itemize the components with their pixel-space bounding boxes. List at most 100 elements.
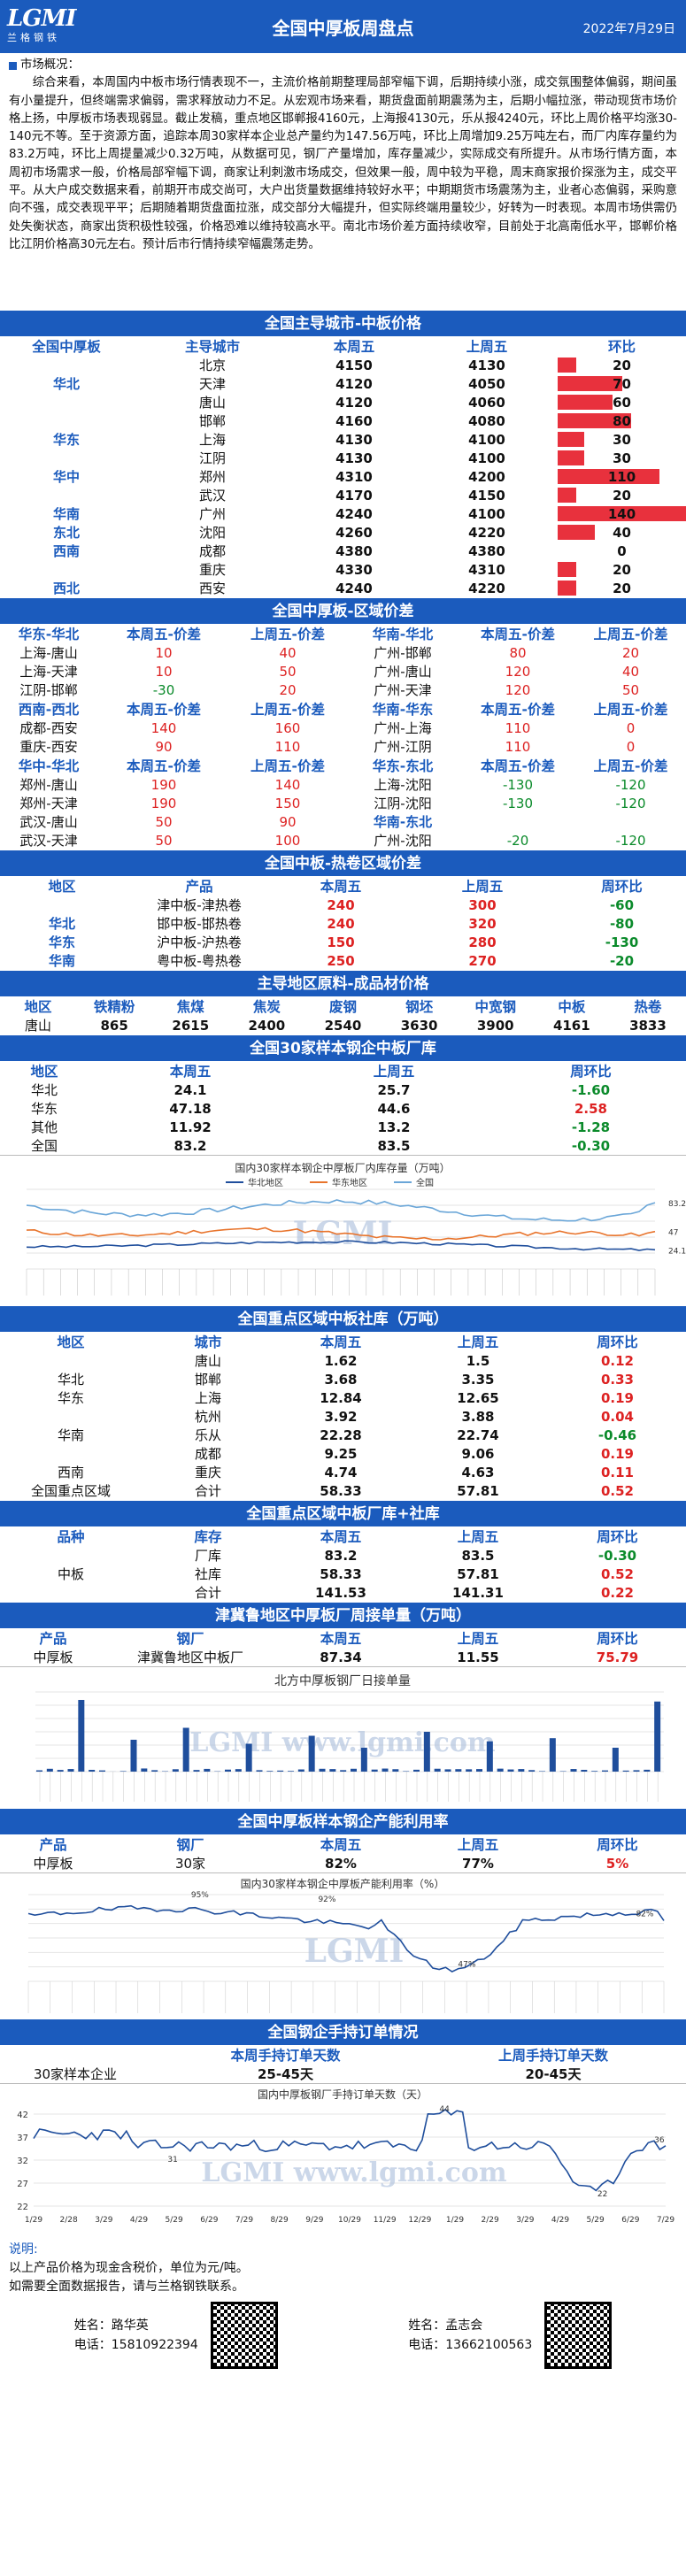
y-tick-label: 32 — [17, 2157, 28, 2166]
social-inventory-table: 地区 城市 本周五 上周五 周环比 唐山 1.62 1.5 0.12 华北 邯郸 3.68 3.35 0.… — [0, 1332, 686, 1500]
section-title: 全国中厚板-区域价差 — [0, 597, 686, 624]
table-cell: 津冀鲁地区中板厂 — [136, 1649, 243, 1665]
table-header: 地区 城市 本周五 上周五 周环比 — [0, 1332, 686, 1351]
section-title: 全国重点区域中板厂库+社库 — [0, 1500, 686, 1526]
table-cell: 上海-沈阳 — [374, 777, 432, 793]
table-cell: 83.2 — [324, 1547, 358, 1564]
change-value: 80 — [613, 412, 631, 429]
total-inventory-table: 品种 库存 本周五 上周五 周环比 厂库 83.2 83.5 -0.30 中板 社库 58.33 57.… — [0, 1526, 686, 1602]
table-cell: 160 — [274, 719, 301, 736]
table-cell: 广州-江阴 — [374, 739, 432, 755]
table-cell: 唐山 — [198, 395, 226, 411]
column-header: 地区 — [24, 999, 52, 1015]
table-header: 地区 本周五 上周五 周环比 — [0, 1061, 686, 1080]
table-cell: 13.2 — [377, 1119, 411, 1135]
bar — [466, 1769, 473, 1772]
table-row: 华中 郑州 4310 4200 110 — [0, 467, 686, 486]
table-cell: 全国 — [30, 1138, 58, 1154]
table-cell: 30家样本企业 — [33, 2066, 118, 2082]
table-row: 武汉-唐山 50 90 华南-东北 — [0, 812, 686, 831]
bar — [119, 1771, 127, 1772]
table-row: 厂库 83.2 83.5 -0.30 — [0, 1546, 686, 1565]
table-cell: -30 — [152, 681, 175, 698]
table-row: 唐山 4120 4060 60 — [0, 393, 686, 411]
table-cell: 4100 — [468, 450, 505, 466]
table-cell: 4260 — [335, 524, 373, 541]
table-cell: 4220 — [468, 524, 505, 541]
table-cell: 成都 — [194, 1446, 221, 1462]
contacts: 姓名：路华英 电话：15810922394 姓名：孟志会 电话：13662100… — [9, 2296, 677, 2369]
bar — [277, 1770, 284, 1772]
table-cell: -60 — [609, 896, 635, 913]
bar — [549, 1738, 556, 1772]
watermark-logo: LGMI www.lgmi.com — [201, 2157, 507, 2188]
bar — [256, 1770, 263, 1772]
order-days-chart-svg: 国内中厚板钢厂手持订单天数（天） 42 37 32 27 22 LGMI www.lgmi.… — [17, 2088, 674, 2225]
table-cell: 4120 — [335, 375, 373, 392]
table-cell: 4240 — [335, 580, 373, 596]
column-header: 产品 — [39, 1631, 67, 1647]
tel-label: 电话： — [73, 2338, 112, 2352]
table-cell: 50 — [621, 681, 640, 698]
bar — [570, 1769, 577, 1772]
table-cell: 上海 — [198, 432, 226, 448]
bar — [297, 1769, 304, 1772]
table-cell: 0 — [626, 719, 636, 736]
table-cell: -20 — [506, 832, 529, 849]
table-row: 唐山 1.62 1.5 0.12 — [0, 1351, 686, 1370]
bar — [266, 1771, 274, 1772]
qr-code-icon[interactable] — [544, 2302, 613, 2369]
table-cell: 190 — [150, 776, 177, 793]
column-header: 上周五 — [457, 1334, 499, 1350]
change-bar — [558, 581, 576, 596]
change-value: 30 — [613, 431, 631, 448]
column-header: 本周五-价差 — [481, 702, 555, 718]
table-row: 中厚板 30家 82% 77% 5% — [0, 1854, 686, 1872]
table-cell: 865 — [100, 1017, 128, 1034]
table-cell: 西南 — [57, 1465, 84, 1480]
table-cell: 武汉-唐山 — [19, 814, 78, 830]
table-cell: 4170 — [335, 487, 373, 504]
table-header: 西南-西北 本周五-价差 上周五-价差 华南-华东 本周五-价差 上周五-价差 — [0, 699, 686, 719]
table-cell: 82% — [325, 1855, 357, 1872]
table-cell: 0.52 — [600, 1482, 634, 1499]
column-header: 焦炭 — [252, 999, 281, 1015]
bar — [403, 1771, 410, 1772]
x-tick-label: 3/29 — [95, 2216, 112, 2225]
table-cell: 1.5 — [466, 1352, 490, 1369]
change-value: 20 — [613, 487, 631, 504]
x-tick-label: 7/29 — [657, 2216, 674, 2225]
table-cell — [0, 1351, 142, 1370]
column-header: 华东-华北 — [18, 627, 80, 642]
table-cell: 50 — [279, 663, 297, 680]
change-bar-cell: 20 — [558, 486, 686, 504]
footer: 说明: 以上产品价格为现金含税价，单位为元/吨。 如需要全面数据报告，请与兰格钢… — [0, 2234, 686, 2376]
table-cell: 57.81 — [457, 1565, 499, 1582]
bar — [518, 1769, 525, 1772]
table-cell: 140 — [150, 719, 177, 736]
bar — [204, 1768, 211, 1772]
table-cell: 90 — [155, 738, 173, 755]
table-cell: 3900 — [476, 1017, 514, 1034]
table-cell: 上海-天津 — [19, 664, 78, 680]
table-cell: 50 — [155, 813, 173, 830]
table-cell: 合计 — [194, 1483, 221, 1499]
change-value: 110 — [607, 468, 636, 485]
bar — [78, 1700, 85, 1772]
table-row: 其他 11.92 13.2 -1.28 — [0, 1118, 686, 1136]
table-cell: 2.58 — [574, 1100, 607, 1117]
market-heading: 市场概况： — [20, 58, 80, 72]
table-cell: 20-45天 — [525, 2066, 582, 2082]
table-cell: 5% — [605, 1855, 629, 1872]
table-cell: 其他 — [30, 1119, 58, 1135]
table-cell: 20 — [621, 644, 640, 661]
column-header: 本周五 — [320, 879, 362, 895]
bar — [89, 1770, 96, 1772]
watermark-logo: LGMI www.lgmi.com — [189, 1727, 496, 1758]
table-cell: 20 — [279, 681, 297, 698]
logo-subtitle: 兰格钢铁 — [7, 32, 60, 43]
qr-code-icon[interactable] — [210, 2302, 278, 2369]
column-header: 上周五-价差 — [593, 758, 668, 774]
table-cell: 83.5 — [461, 1547, 495, 1564]
table-cell: 0.12 — [600, 1352, 634, 1369]
